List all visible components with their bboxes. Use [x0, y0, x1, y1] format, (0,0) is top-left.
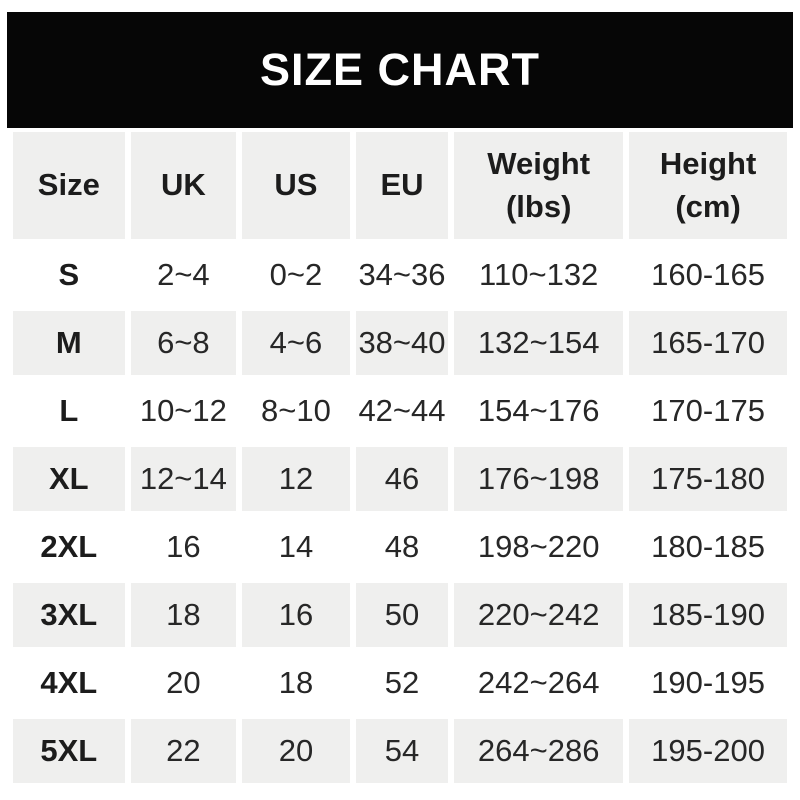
uk-value: 10~12	[139, 393, 227, 428]
us-value: 8~10	[261, 393, 331, 428]
height-value: 165-170	[629, 311, 787, 375]
column-label: Height	[659, 145, 757, 181]
eu-value: 50	[355, 583, 449, 647]
table-row-s: S 2~4 0~2 34~36 110~132 160-165	[13, 243, 787, 307]
eu-value: 52	[384, 665, 420, 700]
header-cell-height: Height (cm)	[629, 132, 787, 239]
us-value: 14	[278, 529, 314, 564]
table-row-m: M 6~8 4~6 38~40 132~154 165-170	[13, 311, 787, 375]
uk-value: 22	[130, 719, 237, 783]
eu-value: 34~36	[358, 257, 446, 292]
height-value: 195-200	[629, 719, 787, 783]
eu-value: 48	[384, 529, 420, 564]
column-label: EU	[380, 167, 424, 203]
header-cell-uk: UK	[130, 132, 237, 239]
size-value: S	[58, 257, 80, 292]
column-label: UK	[160, 167, 206, 203]
size-value: 4XL	[40, 665, 98, 700]
table-row-5xl: 5XL 22 20 54 264~286 195-200	[13, 719, 787, 783]
size-value: 2XL	[40, 529, 98, 564]
height-value: 190-195	[651, 665, 765, 700]
column-unit: (lbs)	[505, 188, 572, 224]
us-value: 4~6	[242, 311, 350, 375]
table-row-4xl: 4XL 20 18 52 242~264 190-195	[13, 651, 787, 715]
weight-value: 154~176	[477, 393, 600, 428]
weight-value: 242~264	[477, 665, 600, 700]
size-chart-table: Size UK US EU Weight (lbs) Height (cm) S…	[7, 128, 793, 787]
table-row-xl: XL 12~14 12 46 176~198 175-180	[13, 447, 787, 511]
height-value: 185-190	[629, 583, 787, 647]
uk-value: 2~4	[157, 257, 210, 292]
us-value: 16	[242, 583, 350, 647]
table-row-2xl: 2XL 16 14 48 198~220 180-185	[13, 515, 787, 579]
weight-value: 264~286	[454, 719, 624, 783]
uk-value: 6~8	[130, 311, 237, 375]
eu-value: 42~44	[358, 393, 446, 428]
header-cell-us: US	[242, 132, 350, 239]
size-value: L	[59, 393, 79, 428]
header-cell-eu: EU	[355, 132, 449, 239]
weight-value: 198~220	[477, 529, 600, 564]
header-cell-weight: Weight (lbs)	[454, 132, 624, 239]
weight-value: 220~242	[454, 583, 624, 647]
eu-value: 46	[355, 447, 449, 511]
us-value: 20	[242, 719, 350, 783]
header-row: Size UK US EU Weight (lbs) Height (cm)	[13, 132, 787, 239]
weight-value: 110~132	[479, 257, 599, 292]
size-chart-banner: SIZE CHART	[7, 12, 793, 128]
uk-value: 20	[166, 665, 201, 700]
size-value: XL	[13, 447, 125, 511]
table-row-l: L 10~12 8~10 42~44 154~176 170-175	[13, 379, 787, 443]
height-value: 160-165	[651, 257, 765, 292]
size-value: M	[13, 311, 125, 375]
uk-value: 12~14	[130, 447, 237, 511]
eu-value: 54	[355, 719, 449, 783]
us-value: 18	[278, 665, 314, 700]
size-value: 5XL	[13, 719, 125, 783]
column-label: Size	[37, 167, 100, 203]
weight-value: 132~154	[454, 311, 624, 375]
uk-value: 18	[130, 583, 237, 647]
table-row-3xl: 3XL 18 16 50 220~242 185-190	[13, 583, 787, 647]
uk-value: 16	[166, 529, 201, 564]
height-value: 175-180	[629, 447, 787, 511]
us-value: 12	[242, 447, 350, 511]
size-value: 3XL	[13, 583, 125, 647]
height-value: 180-185	[651, 529, 765, 564]
us-value: 0~2	[269, 257, 323, 292]
weight-value: 176~198	[454, 447, 624, 511]
eu-value: 38~40	[355, 311, 449, 375]
column-label: US	[274, 167, 318, 203]
page-title: SIZE CHART	[260, 44, 540, 95]
height-value: 170-175	[651, 393, 765, 428]
header-cell-size: Size	[13, 132, 125, 239]
column-unit: (cm)	[675, 188, 741, 224]
column-label: Weight	[487, 145, 591, 181]
